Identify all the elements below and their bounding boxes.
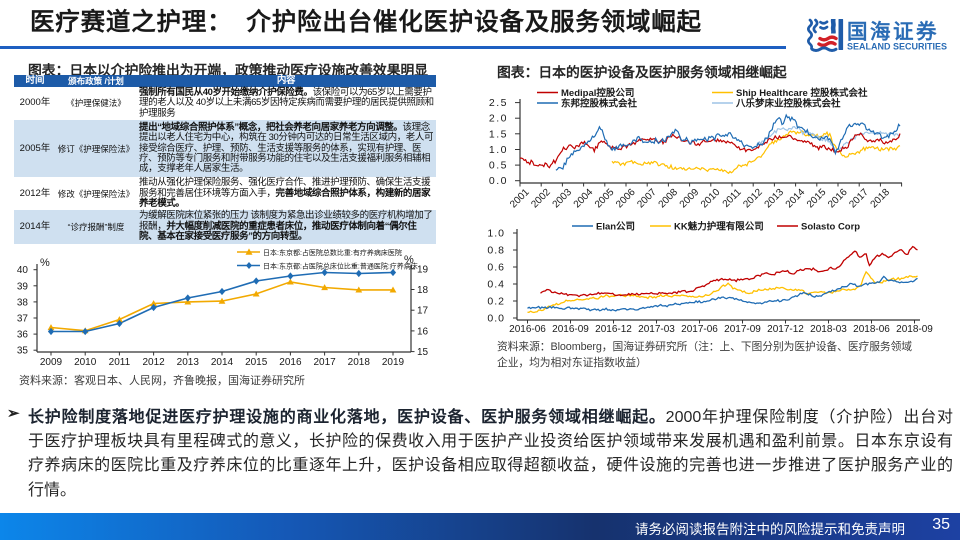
svg-text:18: 18 bbox=[417, 285, 429, 296]
svg-text:40: 40 bbox=[17, 265, 29, 276]
svg-text:0.6: 0.6 bbox=[487, 262, 505, 274]
svg-text:2016-09: 2016-09 bbox=[552, 324, 589, 335]
svg-text:2019: 2019 bbox=[382, 357, 405, 368]
svg-text:2018-06: 2018-06 bbox=[853, 324, 890, 335]
svg-text:2016: 2016 bbox=[826, 187, 850, 211]
svg-text:%: % bbox=[40, 257, 50, 269]
svg-text:36: 36 bbox=[17, 330, 29, 341]
svg-text:2017-03: 2017-03 bbox=[638, 324, 675, 335]
svg-text:Ship Healthcare 控股株式会社: Ship Healthcare 控股株式会社 bbox=[736, 87, 868, 99]
svg-text:35: 35 bbox=[17, 346, 29, 357]
svg-text:2017-09: 2017-09 bbox=[724, 324, 761, 335]
svg-text:2014: 2014 bbox=[211, 357, 234, 368]
svg-text:2015: 2015 bbox=[805, 187, 829, 211]
svg-text:2008: 2008 bbox=[657, 187, 681, 211]
svg-text:15: 15 bbox=[417, 347, 429, 358]
svg-text:2016-06: 2016-06 bbox=[509, 324, 546, 335]
svg-text:2018-09: 2018-09 bbox=[896, 324, 933, 335]
svg-text:八乐梦床业控股株式会社: 八乐梦床业控股株式会社 bbox=[735, 98, 841, 110]
svg-text:2011: 2011 bbox=[109, 357, 131, 368]
svg-text:39: 39 bbox=[17, 281, 29, 292]
svg-text:0.8: 0.8 bbox=[487, 245, 505, 257]
svg-text:国海证券: 国海证券 bbox=[847, 20, 939, 44]
svg-text:SEALAND SECURITIES: SEALAND SECURITIES bbox=[847, 42, 947, 52]
svg-text:Medipal控股公司: Medipal控股公司 bbox=[561, 87, 634, 99]
svg-text:17: 17 bbox=[417, 306, 429, 317]
svg-text:0.0: 0.0 bbox=[487, 313, 505, 325]
svg-text:2009: 2009 bbox=[40, 357, 63, 368]
svg-text:%: % bbox=[404, 254, 414, 266]
svg-text:2011: 2011 bbox=[721, 187, 744, 210]
svg-text:2016: 2016 bbox=[279, 357, 302, 368]
svg-text:0.2: 0.2 bbox=[487, 296, 505, 308]
svg-text:2010: 2010 bbox=[699, 187, 723, 211]
svg-text:37: 37 bbox=[17, 314, 29, 325]
svg-text:2014: 2014 bbox=[784, 187, 808, 211]
svg-text:2009: 2009 bbox=[678, 187, 702, 211]
svg-text:2016-12: 2016-12 bbox=[595, 324, 632, 335]
svg-text:0.5: 0.5 bbox=[489, 160, 508, 172]
svg-text:0.0: 0.0 bbox=[489, 175, 508, 187]
svg-text:2002: 2002 bbox=[529, 187, 553, 211]
svg-text:Solasto Corp: Solasto Corp bbox=[801, 222, 860, 233]
svg-text:2017-12: 2017-12 bbox=[767, 324, 804, 335]
svg-text:2007: 2007 bbox=[635, 187, 659, 211]
svg-text:16: 16 bbox=[417, 326, 429, 337]
svg-text:2017: 2017 bbox=[847, 187, 871, 211]
svg-text:2013: 2013 bbox=[177, 357, 200, 368]
svg-text:2004: 2004 bbox=[572, 187, 596, 211]
svg-text:2010: 2010 bbox=[74, 357, 97, 368]
svg-text:2018-03: 2018-03 bbox=[810, 324, 847, 335]
svg-text:东邦控股株式会社: 东邦控股株式会社 bbox=[561, 98, 638, 110]
svg-text:日本:东京都:占医院总数比重:有疗养病床医院: 日本:东京都:占医院总数比重:有疗养病床医院 bbox=[263, 248, 402, 257]
svg-text:2018: 2018 bbox=[348, 357, 371, 368]
svg-text:2003: 2003 bbox=[551, 187, 575, 211]
svg-text:0.4: 0.4 bbox=[487, 279, 505, 291]
svg-text:2012: 2012 bbox=[142, 357, 165, 368]
svg-text:2017: 2017 bbox=[313, 357, 336, 368]
svg-text:1.5: 1.5 bbox=[489, 128, 508, 140]
svg-text:1.0: 1.0 bbox=[487, 228, 505, 240]
svg-text:19: 19 bbox=[417, 264, 429, 275]
svg-text:2012: 2012 bbox=[741, 187, 765, 211]
svg-text:日本:东京都:占医院总床位比重:普通医院:疗养病床: 日本:东京都:占医院总床位比重:普通医院:疗养病床 bbox=[263, 262, 418, 271]
svg-text:2005: 2005 bbox=[593, 187, 617, 211]
svg-text:2.0: 2.0 bbox=[489, 113, 508, 125]
svg-text:2001: 2001 bbox=[508, 187, 532, 211]
svg-text:1.0: 1.0 bbox=[489, 144, 508, 156]
svg-text:2017-06: 2017-06 bbox=[681, 324, 718, 335]
svg-text:2.5: 2.5 bbox=[489, 97, 508, 109]
svg-text:2013: 2013 bbox=[763, 187, 787, 211]
svg-text:38: 38 bbox=[17, 297, 29, 308]
svg-text:KK魅力护理有限公司: KK魅力护理有限公司 bbox=[674, 221, 764, 233]
svg-text:Elan公司: Elan公司 bbox=[596, 222, 635, 233]
svg-text:2018: 2018 bbox=[869, 187, 893, 211]
svg-text:2015: 2015 bbox=[245, 357, 268, 368]
svg-text:2006: 2006 bbox=[614, 187, 638, 211]
